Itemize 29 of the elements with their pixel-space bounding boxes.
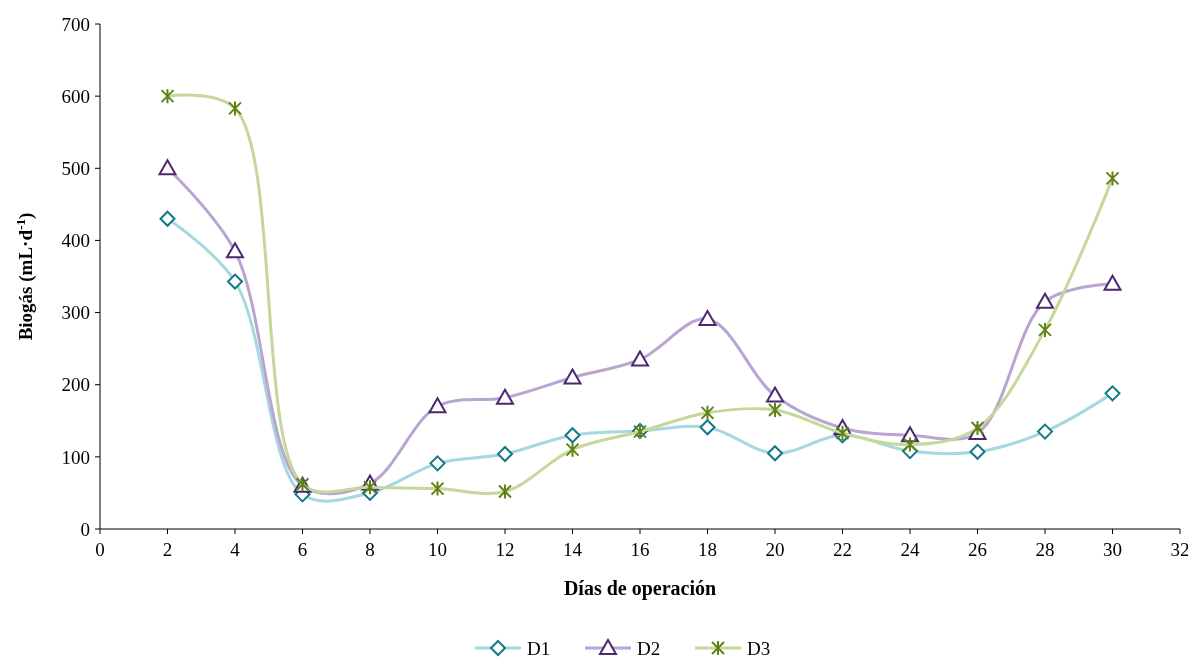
y-tick-label: 100 (61, 446, 90, 468)
y-tick-label: 400 (61, 230, 90, 252)
x-tick-label: 26 (968, 539, 987, 560)
x-tick-label: 8 (365, 539, 375, 560)
legend-label: D2 (637, 638, 661, 659)
x-tick-label: 22 (833, 539, 852, 560)
x-tick-label: 12 (495, 539, 515, 560)
x-tick-label: 2 (162, 539, 173, 560)
x-tick-label: 24 (900, 539, 920, 560)
y-tick-label: 200 (61, 374, 90, 396)
legend-label: D3 (747, 638, 771, 659)
x-tick-label: 16 (630, 539, 650, 560)
x-tick-label: 30 (1103, 539, 1122, 560)
x-tick-label: 32 (1170, 539, 1190, 560)
y-tick-label: 300 (61, 302, 90, 324)
y-tick-label: 700 (61, 13, 90, 35)
x-tick-label: 20 (765, 539, 785, 560)
x-axis-title: Días de operación (563, 577, 717, 600)
x-tick-label: 18 (698, 539, 717, 560)
x-tick-label: 0 (95, 539, 105, 560)
y-tick-label: 600 (61, 85, 90, 107)
legend-label: D1 (527, 638, 551, 659)
y-tick-label: 500 (61, 157, 90, 179)
x-tick-label: 28 (1035, 539, 1055, 560)
x-tick-label: 10 (428, 539, 447, 560)
x-tick-label: 6 (297, 539, 308, 560)
x-tick-label: 4 (230, 539, 241, 560)
y-tick-label: 0 (80, 518, 90, 540)
x-tick-label: 14 (563, 539, 583, 560)
